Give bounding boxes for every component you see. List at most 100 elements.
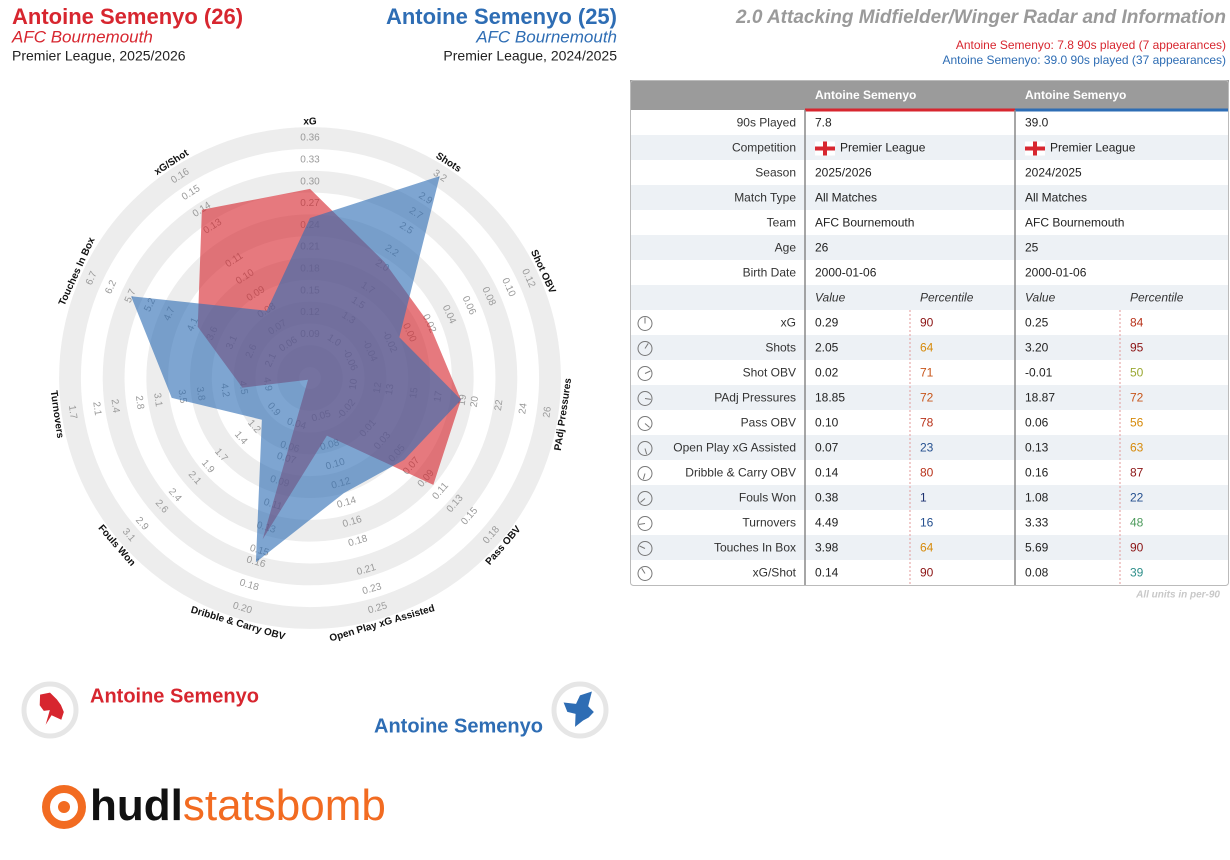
metric-value: 0.14 — [815, 466, 839, 480]
percentile: 90 — [920, 316, 934, 330]
metric-icon — [637, 566, 653, 581]
left-team: AFC Bournemouth — [11, 27, 153, 46]
row-value: All Matches — [1025, 191, 1087, 205]
row-label: Team — [767, 216, 796, 230]
logo-statsbomb: statsbomb — [183, 781, 386, 830]
legend-icon — [563, 691, 594, 727]
row-label: xG — [781, 316, 796, 330]
legend-label: Antoine Semenyo — [90, 685, 259, 707]
row-label: Pass OBV — [741, 416, 796, 430]
metric-value: 2.05 — [815, 341, 839, 355]
sub-header: Value — [815, 291, 846, 305]
metric-value: 3.33 — [1025, 516, 1049, 530]
metric-value: 0.08 — [1025, 566, 1049, 580]
axis-tick-label: 0.25 — [367, 600, 389, 616]
row-value: Premier League — [840, 141, 926, 155]
metric-value: 5.69 — [1025, 541, 1049, 555]
metric-value: 0.16 — [1025, 466, 1049, 480]
axis-tick-label: 2.8 — [133, 395, 146, 411]
radar-area — [131, 176, 462, 563]
axis-tick-label: 0.18 — [347, 533, 369, 549]
percentile: 39 — [1130, 566, 1144, 580]
axis-tick-label: 0.18 — [238, 577, 260, 593]
flag-cross — [815, 146, 835, 151]
row-label: 90s Played — [737, 116, 796, 130]
percentile: 78 — [920, 416, 934, 430]
row-label: PAdj Pressures — [714, 391, 796, 405]
percentile: 48 — [1130, 516, 1144, 530]
row-value: 2024/2025 — [1025, 166, 1082, 180]
row-label: Shots — [765, 341, 796, 355]
middle-competition: Premier League, 2024/2025 — [443, 48, 617, 64]
row-stripe — [630, 285, 1229, 310]
metric-icon-hand — [641, 568, 646, 574]
table-border — [630, 80, 1229, 586]
metric-value: 0.06 — [1025, 416, 1049, 430]
row-label: Age — [775, 241, 797, 255]
metric-icon-hand — [639, 545, 646, 549]
metric-icon-hand — [644, 370, 651, 374]
percentile: 63 — [1130, 441, 1144, 455]
row-value: 2025/2026 — [815, 166, 872, 180]
axis-tick-label: 2.4 — [109, 398, 122, 414]
metric-icon-hand — [644, 423, 650, 428]
row-stripe — [630, 235, 1229, 260]
metric-icon — [637, 541, 653, 556]
axis-tick-label: 0.30 — [300, 176, 320, 187]
logo-icon — [42, 785, 86, 829]
right-title: 2.0 Attacking Midfielder/Winger Radar an… — [735, 7, 1226, 28]
metric-value: 3.98 — [815, 541, 839, 555]
axis-tick-label: 0.20 — [231, 600, 253, 616]
axis-tick-label: 0.16 — [245, 554, 267, 570]
table-footnote: All units in per-90 — [1135, 590, 1220, 601]
row-stripe — [630, 485, 1229, 510]
metric-icon-hand — [642, 473, 646, 480]
column-header: Antoine Semenyo — [1025, 88, 1126, 102]
row-stripe — [630, 535, 1229, 560]
row-label: Fouls Won — [739, 491, 796, 505]
table-header-bg — [630, 80, 1229, 110]
percentile: 84 — [1130, 316, 1144, 330]
row-label: Match Type — [734, 191, 796, 205]
metric-icon — [637, 341, 653, 356]
axis-label: xG — [303, 117, 317, 128]
metric-value: 1.08 — [1025, 491, 1049, 505]
metric-icon — [637, 391, 653, 406]
row-label: xG/Shot — [753, 566, 797, 580]
percentile: 1 — [920, 491, 927, 505]
row-value: 25 — [1025, 241, 1039, 255]
axis-tick-label: 22 — [493, 398, 506, 411]
metric-icon — [637, 441, 653, 456]
axis-tick-label: 6.2 — [103, 278, 119, 296]
row-stripe — [630, 335, 1229, 360]
ring-band — [59, 127, 561, 629]
metric-value: 18.85 — [815, 391, 845, 405]
middle-title: Antoine Semenyo (25) — [386, 4, 617, 29]
legend-icon — [39, 692, 64, 725]
row-stripe — [630, 435, 1229, 460]
metric-icon — [637, 416, 653, 431]
appearance-line: Antoine Semenyo: 7.8 90s played (7 appea… — [956, 38, 1226, 52]
axis-tick-label: 0.23 — [361, 581, 383, 597]
metric-icon-hand — [638, 523, 646, 525]
percentile: 90 — [920, 566, 934, 580]
legend-label: Antoine Semenyo — [374, 715, 543, 737]
flag-cross — [1025, 146, 1045, 151]
logo: hudlstatsbomb — [90, 781, 386, 830]
row-label: Dribble & Carry OBV — [685, 466, 796, 480]
row-label: Birth Date — [743, 266, 797, 280]
row-value: Premier League — [1050, 141, 1136, 155]
metric-value: 0.13 — [1025, 441, 1049, 455]
logo-hudl: hudl — [90, 781, 183, 830]
row-stripe — [630, 135, 1229, 160]
row-value: 7.8 — [815, 116, 832, 130]
percentile: 87 — [1130, 466, 1144, 480]
percentile: 72 — [1130, 391, 1144, 405]
column-header: Antoine Semenyo — [815, 88, 916, 102]
metric-icon-hand — [644, 398, 652, 400]
sub-header: Value — [1025, 291, 1056, 305]
row-value: AFC Bournemouth — [1025, 216, 1124, 230]
metric-icon — [637, 516, 653, 531]
metric-icon-hand — [644, 448, 648, 455]
